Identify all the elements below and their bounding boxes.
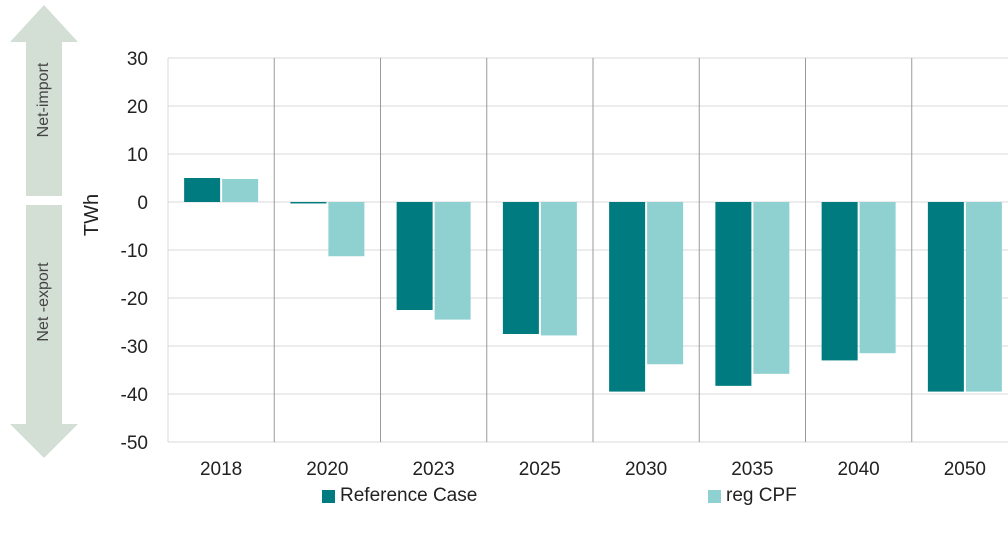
y-tick-label: -50 [121,433,148,454]
legend-item-reference-case: Reference Case [322,485,477,507]
net-export-label: Net -export [35,262,52,342]
x-tick-label: 2020 [306,459,348,480]
bars [184,178,1002,392]
bar-reference-case-2025 [502,202,539,334]
bar-reference-case-2023 [396,202,433,310]
y-axis-title: TWh [81,194,103,236]
bar-reg-cpf-2025 [540,202,577,336]
legend-swatch-reg-cpf [708,489,721,503]
bar-reference-case-2020 [290,202,327,204]
y-tick-label: -20 [121,289,148,310]
x-tick-label: 2035 [731,459,773,480]
bar-reg-cpf-2020 [328,202,365,257]
side-arrows: Net-import Net -export [10,5,78,458]
y-tick-label: -10 [121,241,148,262]
bar-chart: Net-import Net -export TWh 30 20 10 0 -10 -20 -… [10,5,1008,480]
y-tick-labels: 30 20 10 0 -10 -20 -30 -40 -50 [121,49,148,454]
x-tick-label: 2050 [944,459,986,480]
x-tick-labels: 2018 2020 2023 2025 2030 2035 2040 2050 [200,459,986,480]
legend: Reference Case reg CPF [0,485,1008,515]
net-export-arrow [10,205,78,458]
bar-reg-cpf-2030 [647,202,684,365]
bar-reg-cpf-2023 [434,202,471,320]
y-tick-label: 30 [127,49,148,70]
x-tick-label: 2023 [412,459,454,480]
bar-reg-cpf-2040 [859,202,896,354]
bar-reference-case-2040 [821,202,858,361]
bar-reference-case-2018 [184,178,221,202]
x-tick-label: 2025 [519,459,561,480]
y-tick-label: 0 [137,193,148,214]
y-tick-label: 10 [127,145,148,166]
legend-label-reg-cpf: reg CPF [726,485,797,506]
net-import-label: Net-import [35,62,52,137]
bar-reg-cpf-2050 [965,202,1002,392]
bar-reg-cpf-2018 [222,178,259,202]
bar-reference-case-2035 [715,202,752,386]
y-tick-label: 20 [127,97,148,118]
legend-label-reference-case: Reference Case [340,485,478,506]
y-tick-label: -40 [121,385,148,406]
bar-reference-case-2050 [927,202,964,392]
bar-reg-cpf-2035 [753,202,790,374]
legend-item-reg-cpf: reg CPF [708,485,797,507]
x-tick-label: 2040 [837,459,879,480]
x-tick-label: 2018 [200,459,242,480]
bar-reference-case-2030 [609,202,646,392]
y-tick-label: -30 [121,337,148,358]
legend-swatch-reference-case [322,489,335,503]
x-tick-label: 2030 [625,459,667,480]
net-import-arrow [10,5,78,196]
